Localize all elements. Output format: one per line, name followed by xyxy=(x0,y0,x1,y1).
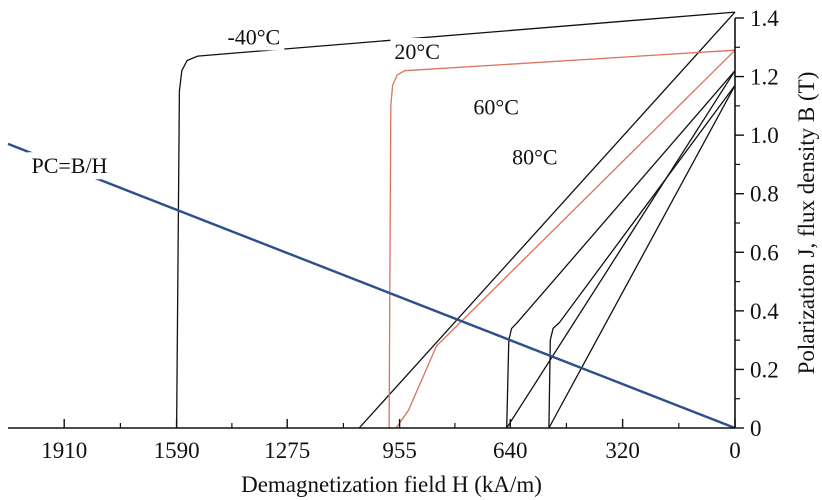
pc-b-h-line xyxy=(7,142,736,430)
x-tick-label: 955 xyxy=(382,438,417,463)
annotation-background xyxy=(469,93,523,121)
y-tick-label: 0.4 xyxy=(750,299,779,324)
y-tick-label: 0.8 xyxy=(750,182,779,207)
y-tick-label: 1.4 xyxy=(750,6,779,31)
y-tick-label: 0.6 xyxy=(750,240,779,265)
x-tick-label: 1590 xyxy=(154,438,200,463)
x-tick-label: 320 xyxy=(605,438,640,463)
j-curve-20-c xyxy=(388,49,736,429)
y-tick-label: 1.0 xyxy=(750,123,779,148)
j-curve-60-c xyxy=(506,70,736,429)
x-tick-label: 0 xyxy=(729,438,741,463)
y-axis-title: Polarization J, flux density B (T) xyxy=(794,72,819,375)
axes xyxy=(8,17,744,429)
x-tick-label: 1910 xyxy=(41,438,87,463)
annotation-background xyxy=(508,143,562,171)
labels: Demagnetization field H (kA/m) Polarizat… xyxy=(27,6,819,497)
annotation-background xyxy=(27,152,112,180)
annotation-80-c: 80°C xyxy=(512,144,557,169)
annotation-60-c: 60°C xyxy=(473,95,518,120)
annotation-40-c: -40°C xyxy=(227,24,280,49)
x-tick-label: 640 xyxy=(493,438,528,463)
annotation-background xyxy=(390,38,444,65)
x-tick-label: 1275 xyxy=(264,438,310,463)
annotation-pc-b-h: PC=B/H xyxy=(31,153,107,178)
y-tick-label: 0.2 xyxy=(750,357,779,382)
x-axis-title: Demagnetization field H (kA/m) xyxy=(241,472,542,497)
b-curve-60-c xyxy=(506,70,736,429)
annotation-background xyxy=(223,23,285,51)
j-curve-80-c xyxy=(548,85,736,429)
annotation-20-c: 20°C xyxy=(394,39,439,64)
j-curve-40-c xyxy=(175,11,736,429)
plot-area xyxy=(7,11,736,430)
y-tick-label: 0 xyxy=(750,416,762,441)
b-curve-20-c xyxy=(395,49,736,429)
y-tick-label: 1.2 xyxy=(750,65,779,90)
b-curve-40-c xyxy=(358,11,736,429)
b-curve-80-c xyxy=(548,85,736,429)
